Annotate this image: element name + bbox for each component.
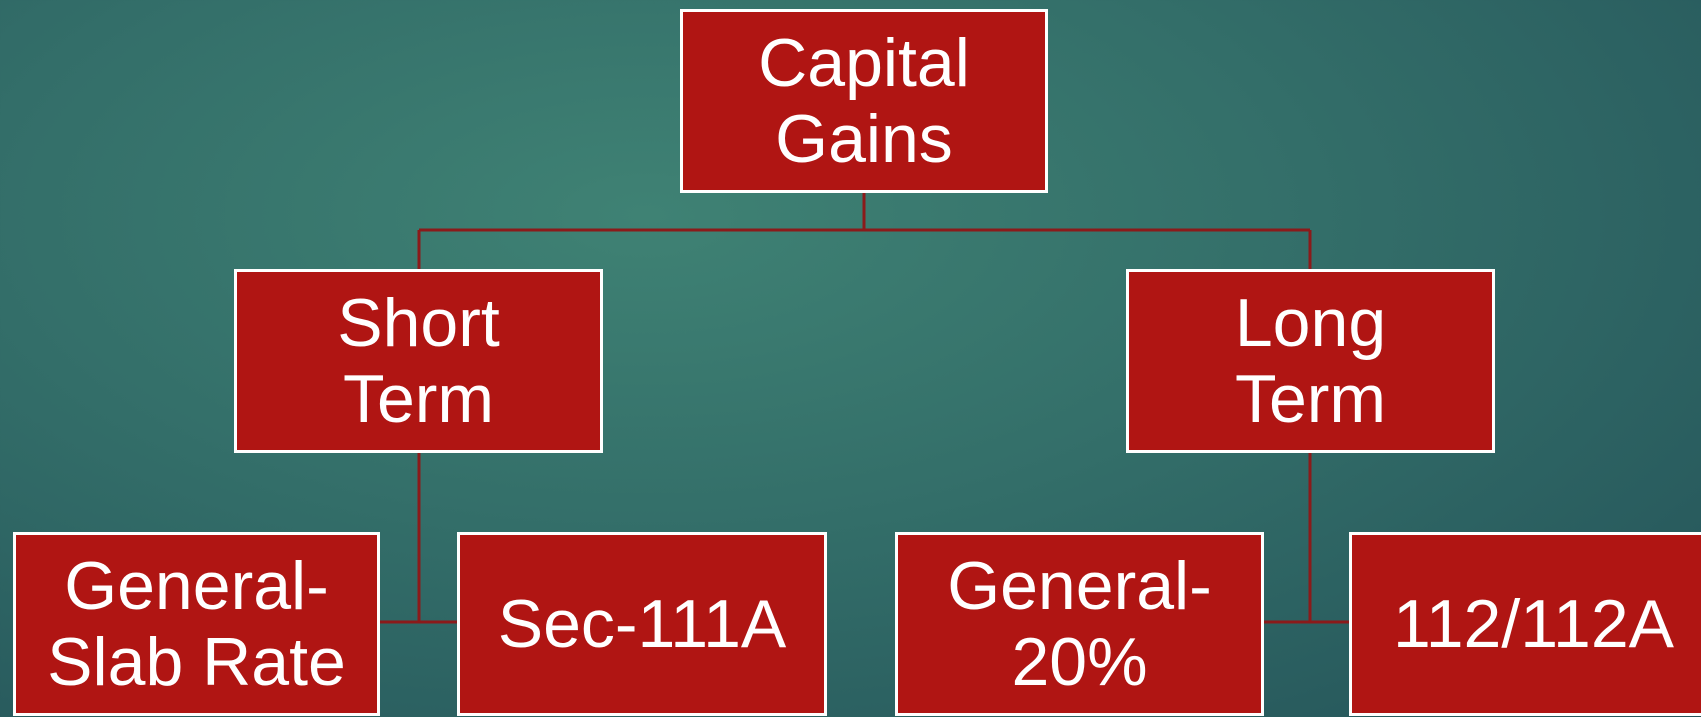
node-box: 112/112A: [1349, 532, 1701, 716]
node-label: Gains: [775, 101, 953, 177]
node-label: Long: [1234, 285, 1387, 361]
node-box: General- 20%: [895, 532, 1264, 716]
node-label: 112/112A: [1392, 586, 1675, 662]
node-box: Short Term: [234, 269, 603, 453]
node-label: Term: [1234, 361, 1387, 437]
node-box: General- Slab Rate: [13, 532, 380, 716]
node-box: Capital Gains: [680, 9, 1048, 193]
node-box: Long Term: [1126, 269, 1495, 453]
node-label: Capital: [758, 25, 970, 101]
node-box: Sec-111A: [457, 532, 827, 716]
node-label: General-: [64, 548, 329, 624]
node-label: General-: [947, 548, 1212, 624]
node-label: Term: [342, 361, 495, 437]
node-label: 20%: [1011, 624, 1148, 700]
node-label: Slab Rate: [47, 624, 346, 700]
node-label: Sec-111A: [497, 586, 787, 662]
node-label: Short: [337, 285, 500, 361]
